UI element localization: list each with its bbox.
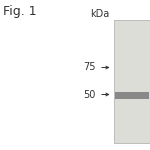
- Text: 75: 75: [84, 63, 96, 72]
- Bar: [115, 92, 149, 99]
- Text: Fig. 1: Fig. 1: [3, 4, 37, 18]
- Text: kDa: kDa: [90, 9, 110, 19]
- Text: 50: 50: [84, 90, 96, 99]
- Bar: [114, 20, 150, 142]
